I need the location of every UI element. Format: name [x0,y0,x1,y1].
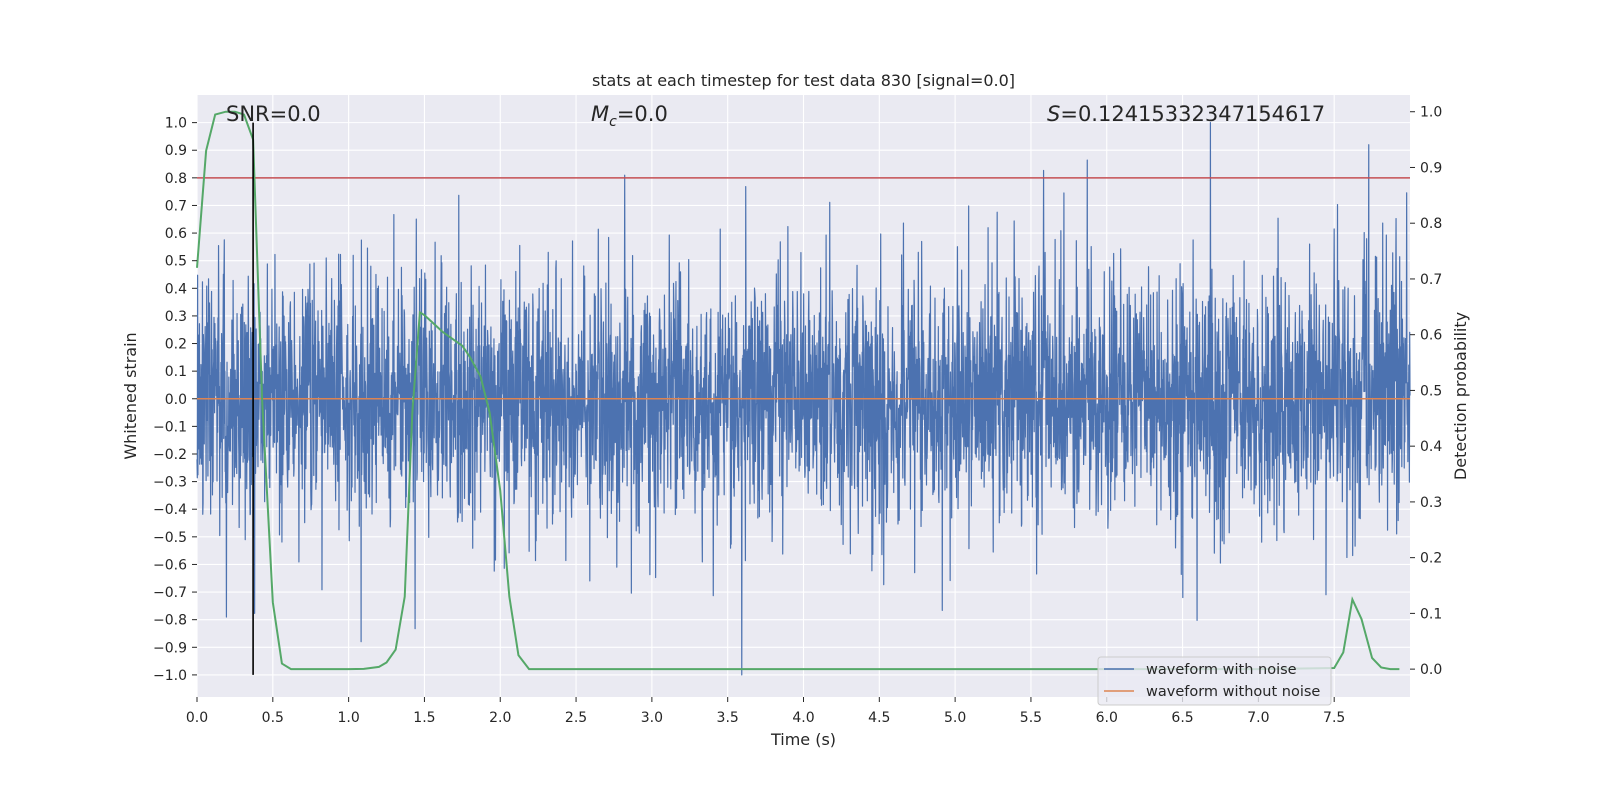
y2-tick-label-3: 0.3 [1420,495,1442,511]
x-tick-label-5: 2.5 [565,710,587,726]
y-tick-label-0: −1.0 [153,668,187,684]
x-tick-label-7: 3.5 [717,710,739,726]
x-tick-label-12: 6.0 [1096,710,1118,726]
s-value: =0.12415332347154617 [1060,102,1325,126]
x-tick-label-9: 4.5 [868,710,890,726]
y2-tick-label-1: 0.1 [1420,606,1442,622]
mc-annotation: Mc=0.0 [591,102,668,130]
x-tick-label-1: 0.5 [262,710,284,726]
y2-tick-label-2: 0.2 [1420,551,1442,567]
x-tick-label-14: 7.0 [1247,710,1269,726]
mc-value: =0.0 [617,102,668,126]
s-symbol: S [1047,102,1060,126]
y-tick-label-13: 0.3 [165,309,187,325]
legend-label-noise: waveform with noise [1146,662,1297,678]
y2-tick-label-10: 1.0 [1420,105,1442,121]
y2-tick-label-5: 0.5 [1420,383,1442,399]
mc-subscript: c [609,114,617,130]
y-tick-label-11: 0.1 [165,364,187,380]
legend-label-clean: waveform without noise [1146,684,1320,700]
y2-tick-label-7: 0.7 [1420,272,1442,288]
x-tick-label-6: 3.0 [641,710,663,726]
x-tick-label-8: 4.0 [792,710,814,726]
chart-title: stats at each timestep for test data 830… [592,71,1015,90]
y-tick-label-1: −0.9 [153,640,187,656]
y2-axis-label: Detection probability [1451,312,1470,480]
x-tick-label-4: 2.0 [489,710,511,726]
axes-layer: 0.0 0.5 1.0 1.5 2.0 2.5 3.0 3.5 4.0 4.5 5.0 5.5 6.0 6… [153,105,1442,726]
y2-tick-label-8: 0.8 [1420,216,1442,232]
y-axis-label: Whitened strain [121,332,140,459]
y-tick-label-14: 0.4 [165,281,187,297]
y-tick-label-7: −0.3 [153,475,187,491]
y-tick-label-6: −0.4 [153,502,187,518]
x-tick-label-10: 5.0 [944,710,966,726]
y-tick-label-20: 1.0 [165,116,187,132]
y-tick-label-17: 0.7 [165,198,187,214]
y-tick-label-8: −0.2 [153,447,187,463]
y2-tick-label-9: 0.9 [1420,160,1442,176]
x-tick-label-0: 0.0 [186,710,208,726]
y-tick-label-5: −0.5 [153,530,187,546]
y-tick-label-3: −0.7 [153,585,187,601]
legend-box [1097,656,1332,706]
snr-annotation: SNR=0.0 [226,102,321,126]
mc-symbol: M [591,102,609,126]
x-tick-label-3: 1.5 [413,710,435,726]
y2-tick-label-4: 0.4 [1420,439,1442,455]
y-tick-label-19: 0.9 [165,143,187,159]
x-tick-label-2: 1.0 [337,710,359,726]
y-tick-label-12: 0.2 [165,337,187,353]
y-tick-label-2: −0.8 [153,613,187,629]
x-axis-label: Time (s) [770,730,836,749]
y-tick-label-16: 0.6 [165,226,187,242]
x-tick-label-13: 6.5 [1171,710,1193,726]
y2-tick-label-0: 0.0 [1420,662,1442,678]
x-tick-label-15: 7.5 [1323,710,1345,726]
series-waveform-with-noise [196,122,1411,676]
s-annotation: S=0.12415332347154617 [1047,102,1325,126]
y-tick-label-9: −0.1 [153,419,187,435]
y-tick-label-15: 0.5 [165,254,187,270]
y-tick-label-4: −0.6 [153,557,187,573]
x-tick-label-11: 5.5 [1020,710,1042,726]
y2-tick-label-6: 0.6 [1420,328,1442,344]
y-tick-label-10: 0.0 [165,392,187,408]
y-tick-label-18: 0.8 [165,171,187,187]
legend: waveform with noise waveform without noi… [1097,656,1332,706]
